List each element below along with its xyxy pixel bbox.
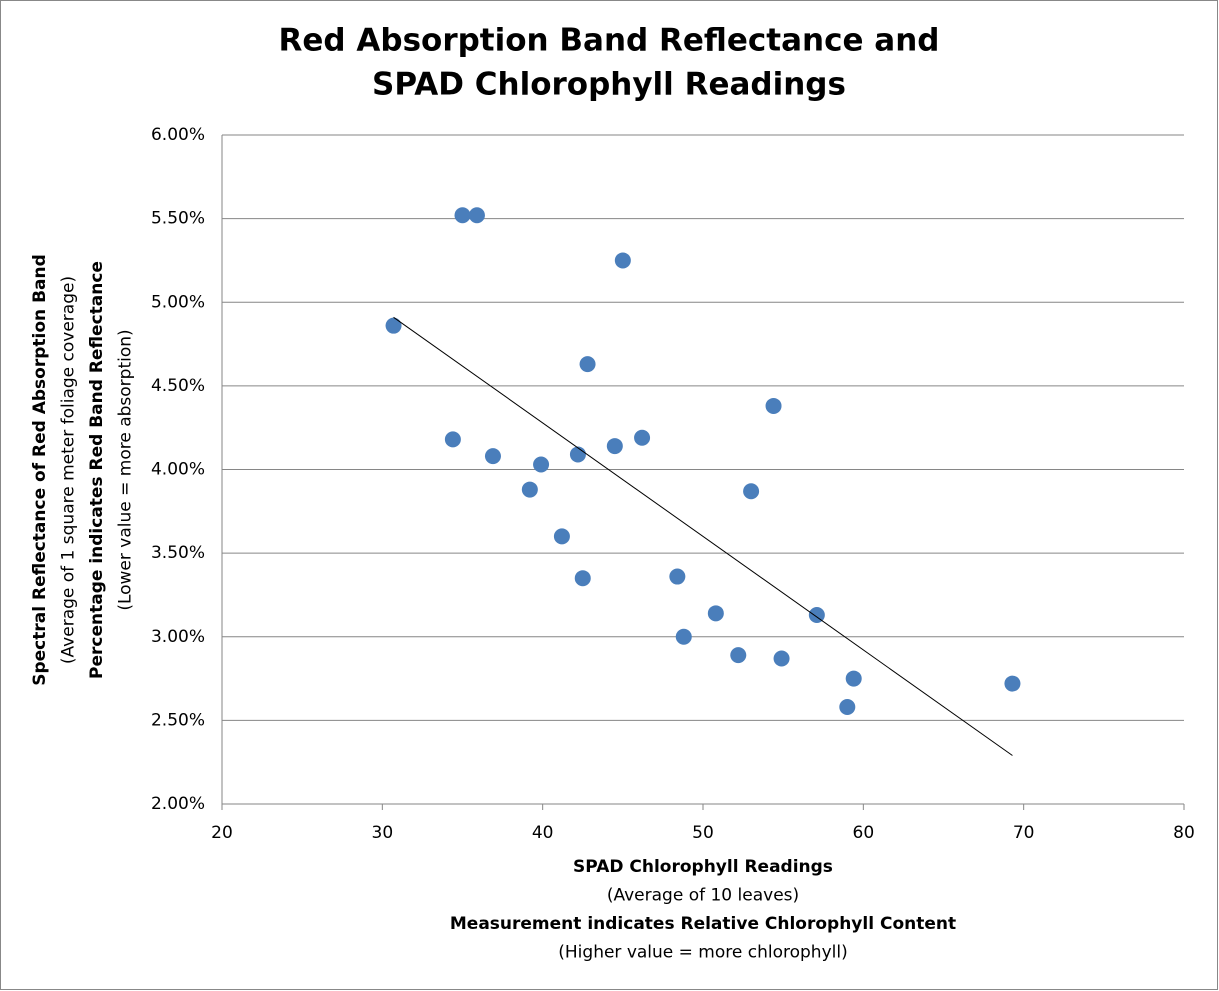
point bbox=[730, 647, 747, 664]
point bbox=[808, 607, 825, 624]
point bbox=[669, 568, 686, 585]
point bbox=[707, 605, 724, 622]
point bbox=[1004, 675, 1021, 692]
x-tick-label: 70 bbox=[1013, 823, 1035, 843]
y-axis-title: (Lower value = more absorption) bbox=[116, 329, 136, 610]
point bbox=[765, 397, 782, 414]
x-axis-title: SPAD Chlorophyll Readings bbox=[573, 857, 833, 877]
point bbox=[606, 438, 623, 455]
y-axis-title: Spectral Reflectance of Red Absorption B… bbox=[30, 254, 50, 686]
x-tick-label: 80 bbox=[1173, 823, 1195, 843]
x-axis-title: (Higher value = more chlorophyll) bbox=[558, 943, 847, 963]
point bbox=[454, 207, 471, 224]
y-tick-label: 3.00% bbox=[151, 627, 205, 647]
y-tick-label: 6.00% bbox=[151, 125, 205, 145]
y-tick-label: 2.50% bbox=[151, 710, 205, 730]
y-tick-label: 4.00% bbox=[151, 460, 205, 480]
y-axis-title: Percentage indicates Red Band Reflectanc… bbox=[87, 261, 107, 679]
x-axis-title: Measurement indicates Relative Chlorophy… bbox=[450, 914, 956, 934]
point bbox=[468, 207, 485, 224]
chart-title: Red Absorption Band Reflectance and bbox=[279, 23, 940, 59]
x-tick-label: 50 bbox=[692, 823, 714, 843]
point bbox=[533, 456, 550, 473]
point bbox=[634, 429, 651, 446]
point bbox=[773, 650, 790, 667]
point bbox=[614, 252, 631, 269]
point bbox=[675, 628, 692, 645]
x-tick-label: 60 bbox=[853, 823, 875, 843]
x-tick-label: 20 bbox=[211, 823, 233, 843]
x-tick-label: 40 bbox=[532, 823, 554, 843]
point bbox=[521, 481, 538, 498]
point bbox=[579, 356, 596, 373]
y-tick-label: 4.50% bbox=[151, 376, 205, 396]
chart-title: SPAD Chlorophyll Readings bbox=[372, 67, 846, 103]
point bbox=[574, 570, 591, 587]
y-tick-label: 2.00% bbox=[151, 794, 205, 814]
x-axis-title: (Average of 10 leaves) bbox=[607, 886, 799, 906]
trendline bbox=[393, 316, 1013, 756]
point bbox=[484, 448, 501, 465]
point bbox=[743, 483, 760, 500]
y-axis-title: (Average of 1 square meter foliage cover… bbox=[59, 276, 79, 664]
point bbox=[553, 528, 570, 545]
point bbox=[444, 431, 461, 448]
point bbox=[839, 698, 856, 715]
y-tick-label: 5.00% bbox=[151, 292, 205, 312]
point bbox=[845, 670, 862, 687]
point bbox=[569, 446, 586, 463]
point bbox=[385, 317, 402, 334]
x-tick-label: 30 bbox=[372, 823, 394, 843]
y-tick-label: 5.50% bbox=[151, 209, 205, 229]
y-tick-label: 3.50% bbox=[151, 543, 205, 563]
